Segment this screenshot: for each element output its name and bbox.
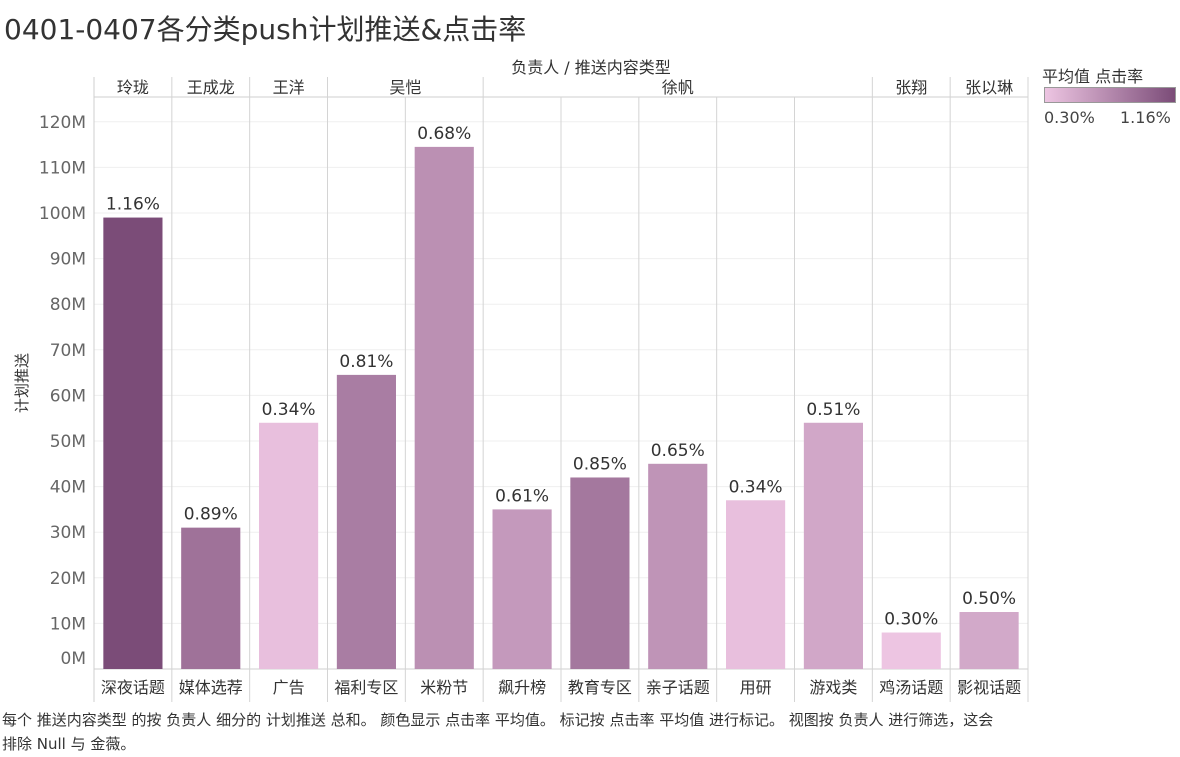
bar-chart: 负责人 / 推送内容类型 0M 10M 20M 30M 40M 50M 60M 70M 80M 90… [13, 58, 1029, 702]
bar [259, 422, 319, 669]
y-tick-label: 60M [50, 386, 86, 406]
y-tick-label: 70M [50, 341, 86, 361]
owner-header: 玲珑 [117, 78, 149, 97]
bar [181, 527, 241, 669]
legend-min-label: 0.30% [1044, 108, 1095, 127]
owner-header: 张翔 [895, 78, 927, 97]
y-axis-title: 计划推送 [13, 353, 31, 413]
bar [414, 146, 474, 669]
category-label: 影视话题 [957, 678, 1021, 697]
y-tick-label: 90M [50, 250, 86, 270]
y-tick-label: 110M [39, 158, 86, 178]
category-label: 鸡汤话题 [879, 678, 943, 697]
bar [648, 463, 708, 669]
y-tick-label: 100M [39, 204, 86, 224]
y-tick-label: 30M [50, 523, 86, 543]
bar [803, 422, 863, 669]
owner-header: 王成龙 [187, 78, 235, 97]
category-label: 亲子话题 [646, 678, 710, 697]
chart-title: 0401-0407各分类push计划推送&点击率 [4, 13, 527, 46]
y-tick-label: 10M [50, 614, 86, 634]
category-label: 深夜话题 [101, 678, 165, 697]
owner-header: 王洋 [273, 78, 305, 97]
legend-color-scale [1044, 87, 1176, 103]
category-label: 媒体选荐 [179, 678, 243, 697]
bar-data-label: 0.85% [573, 454, 627, 474]
bar-data-label: 1.16% [106, 195, 160, 215]
y-tick-label: 120M [39, 113, 86, 133]
y-tick-label: 40M [50, 478, 86, 498]
owner-header: 张以琳 [965, 78, 1013, 97]
bar-data-label: 0.81% [339, 352, 393, 372]
bar [881, 632, 941, 669]
bar-data-label: 0.68% [417, 124, 471, 144]
category-label: 福利专区 [334, 678, 398, 697]
legend-title: 平均值 点击率 [1042, 67, 1144, 86]
bar-data-label: 0.61% [495, 486, 549, 506]
bar-data-label: 0.65% [651, 441, 705, 461]
legend-max-label: 1.16% [1120, 108, 1171, 127]
y-tick-label: 0M [61, 649, 86, 669]
category-label: 飙升榜 [498, 678, 546, 697]
bar [103, 217, 163, 669]
bar [336, 374, 396, 669]
chart-caption: 每个 推送内容类型 的按 负责人 细分的 计划推送 总和。 颜色显示 点击率 平… [2, 711, 994, 753]
bar [570, 477, 630, 669]
bar-data-label: 0.34% [262, 400, 316, 420]
category-label: 游戏类 [809, 678, 857, 697]
category-label: 用研 [740, 678, 772, 697]
bar-data-label: 0.89% [184, 505, 238, 525]
category-label: 教育专区 [568, 678, 632, 697]
owner-header: 吴恺 [389, 78, 421, 97]
y-tick-label: 20M [50, 569, 86, 589]
bar-data-label: 0.50% [962, 589, 1016, 609]
header-label: 负责人 / 推送内容类型 [511, 58, 671, 77]
y-tick-label: 80M [50, 295, 86, 315]
bar [726, 500, 786, 669]
bar [492, 509, 552, 669]
category-label: 米粉节 [420, 678, 468, 697]
bar [959, 612, 1019, 669]
bar-data-label: 0.30% [884, 610, 938, 630]
bar-data-label: 0.34% [729, 477, 783, 497]
category-label: 广告 [273, 678, 305, 697]
bar-data-label: 0.51% [806, 400, 860, 420]
y-tick-label: 50M [50, 432, 86, 452]
owner-header: 徐帆 [662, 78, 694, 97]
